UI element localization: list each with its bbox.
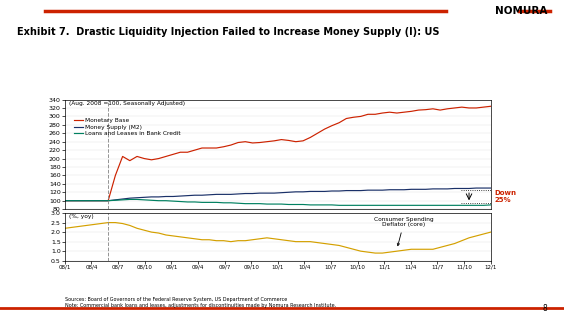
Text: (Aug. 2008 =100, Seasonally Adjusted): (Aug. 2008 =100, Seasonally Adjusted) <box>69 100 185 106</box>
Text: 8: 8 <box>543 304 547 313</box>
Text: NOMURA: NOMURA <box>495 6 547 16</box>
Legend: Monetary Base, Money Supply (M2), Loans and Leases in Bank Credit: Monetary Base, Money Supply (M2), Loans … <box>72 116 183 138</box>
Text: (%, yoy): (%, yoy) <box>69 214 94 219</box>
Text: Sources: Board of Governors of the Federal Reserve System, US Department of Comm: Sources: Board of Governors of the Feder… <box>65 297 336 308</box>
Text: Exhibit 7.  Drastic Liquidity Injection Failed to Increase Money Supply (I): US: Exhibit 7. Drastic Liquidity Injection F… <box>17 27 439 37</box>
Text: Down
25%: Down 25% <box>494 190 516 203</box>
Text: Consumer Spending
Deflator (core): Consumer Spending Deflator (core) <box>374 216 434 246</box>
